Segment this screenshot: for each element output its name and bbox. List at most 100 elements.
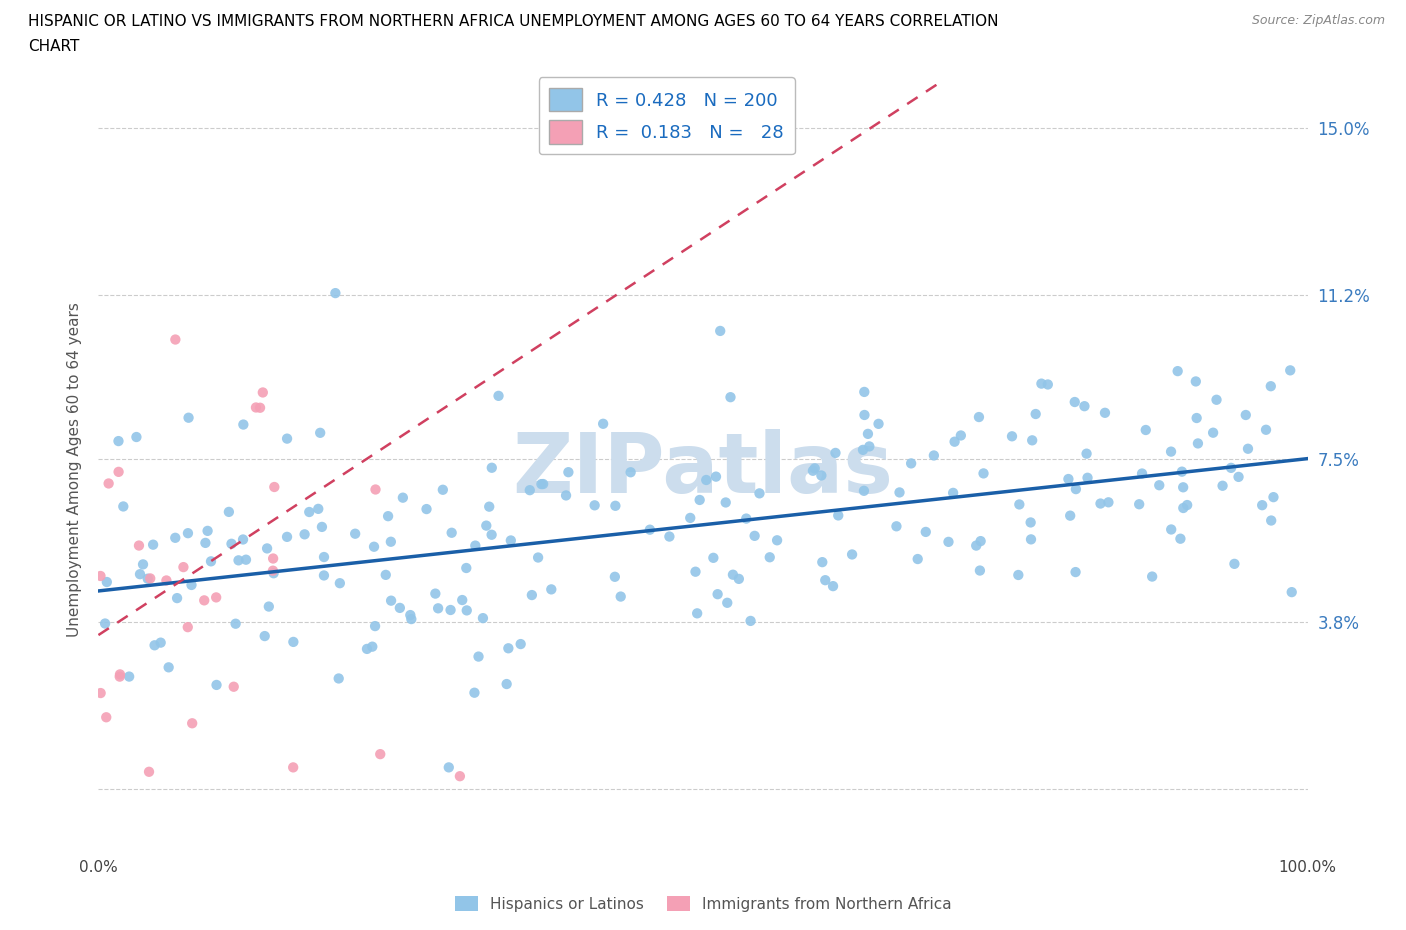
Point bbox=[1149, 478, 1171, 493]
Point bbox=[356, 642, 378, 657]
Point bbox=[157, 660, 180, 675]
Point bbox=[748, 485, 770, 500]
Point bbox=[1160, 522, 1182, 537]
Point bbox=[1008, 497, 1031, 512]
Point bbox=[166, 591, 188, 605]
Point bbox=[1251, 498, 1274, 512]
Point bbox=[128, 538, 150, 553]
Point bbox=[94, 616, 117, 631]
Point bbox=[1135, 422, 1157, 437]
Point bbox=[222, 679, 245, 694]
Point bbox=[1057, 472, 1080, 486]
Point bbox=[257, 599, 280, 614]
Point bbox=[498, 641, 520, 656]
Point bbox=[527, 550, 550, 565]
Point bbox=[821, 578, 844, 593]
Point bbox=[193, 593, 215, 608]
Point bbox=[228, 553, 250, 568]
Point bbox=[312, 550, 335, 565]
Point bbox=[609, 589, 631, 604]
Point bbox=[942, 485, 965, 500]
Point bbox=[1019, 515, 1042, 530]
Point bbox=[172, 560, 194, 575]
Point bbox=[709, 324, 731, 339]
Point bbox=[824, 445, 846, 460]
Point bbox=[1175, 498, 1198, 512]
Point bbox=[853, 407, 876, 422]
Point bbox=[364, 618, 387, 633]
Point bbox=[530, 477, 553, 492]
Point bbox=[620, 465, 643, 480]
Point bbox=[1059, 508, 1081, 523]
Text: ZIPatlas: ZIPatlas bbox=[513, 429, 893, 511]
Point bbox=[252, 385, 274, 400]
Point bbox=[361, 639, 384, 654]
Point bbox=[138, 764, 160, 779]
Legend: R = 0.428   N = 200, R =  0.183   N =   28: R = 0.428 N = 200, R = 0.183 N = 28 bbox=[538, 77, 794, 154]
Point bbox=[197, 524, 219, 538]
Point bbox=[307, 501, 329, 516]
Point bbox=[218, 504, 240, 519]
Point bbox=[520, 588, 543, 603]
Point bbox=[432, 483, 454, 498]
Point bbox=[118, 669, 141, 684]
Point bbox=[858, 439, 880, 454]
Point bbox=[603, 569, 626, 584]
Point bbox=[889, 485, 911, 499]
Point bbox=[388, 601, 411, 616]
Point bbox=[1212, 478, 1234, 493]
Point bbox=[276, 432, 298, 446]
Point bbox=[464, 538, 486, 553]
Point bbox=[1185, 374, 1208, 389]
Text: CHART: CHART bbox=[28, 39, 80, 54]
Point bbox=[344, 526, 367, 541]
Point bbox=[721, 567, 744, 582]
Point bbox=[1076, 471, 1098, 485]
Point bbox=[245, 400, 267, 415]
Point bbox=[605, 498, 627, 513]
Point bbox=[1227, 470, 1250, 485]
Point bbox=[225, 617, 247, 631]
Point bbox=[1025, 406, 1047, 421]
Point bbox=[425, 586, 447, 601]
Point bbox=[853, 384, 876, 399]
Point bbox=[415, 501, 437, 516]
Point bbox=[456, 603, 478, 618]
Point bbox=[276, 529, 298, 544]
Point bbox=[132, 557, 155, 572]
Point bbox=[886, 519, 908, 534]
Point bbox=[1220, 460, 1243, 475]
Point bbox=[1202, 425, 1225, 440]
Point bbox=[900, 456, 922, 471]
Point bbox=[380, 535, 402, 550]
Point bbox=[200, 554, 222, 569]
Point bbox=[1260, 513, 1282, 528]
Point bbox=[155, 573, 177, 588]
Point bbox=[814, 573, 837, 588]
Point bbox=[139, 571, 162, 586]
Point bbox=[177, 410, 200, 425]
Point bbox=[143, 638, 166, 653]
Point bbox=[1019, 532, 1042, 547]
Point bbox=[481, 527, 503, 542]
Point bbox=[1094, 405, 1116, 420]
Point bbox=[329, 576, 352, 591]
Point bbox=[727, 571, 749, 586]
Text: HISPANIC OR LATINO VS IMMIGRANTS FROM NORTHERN AFRICA UNEMPLOYMENT AMONG AGES 60: HISPANIC OR LATINO VS IMMIGRANTS FROM NO… bbox=[28, 14, 998, 29]
Point bbox=[180, 578, 202, 592]
Point bbox=[232, 532, 254, 547]
Point bbox=[283, 760, 305, 775]
Point bbox=[165, 332, 187, 347]
Point bbox=[205, 590, 228, 604]
Point bbox=[1281, 585, 1303, 600]
Point bbox=[914, 525, 936, 539]
Point bbox=[205, 677, 228, 692]
Point bbox=[841, 547, 863, 562]
Point bbox=[1130, 466, 1153, 481]
Point bbox=[177, 619, 200, 634]
Point bbox=[938, 535, 960, 550]
Point bbox=[1097, 495, 1119, 510]
Point bbox=[475, 518, 498, 533]
Text: Source: ZipAtlas.com: Source: ZipAtlas.com bbox=[1251, 14, 1385, 27]
Point bbox=[852, 443, 875, 458]
